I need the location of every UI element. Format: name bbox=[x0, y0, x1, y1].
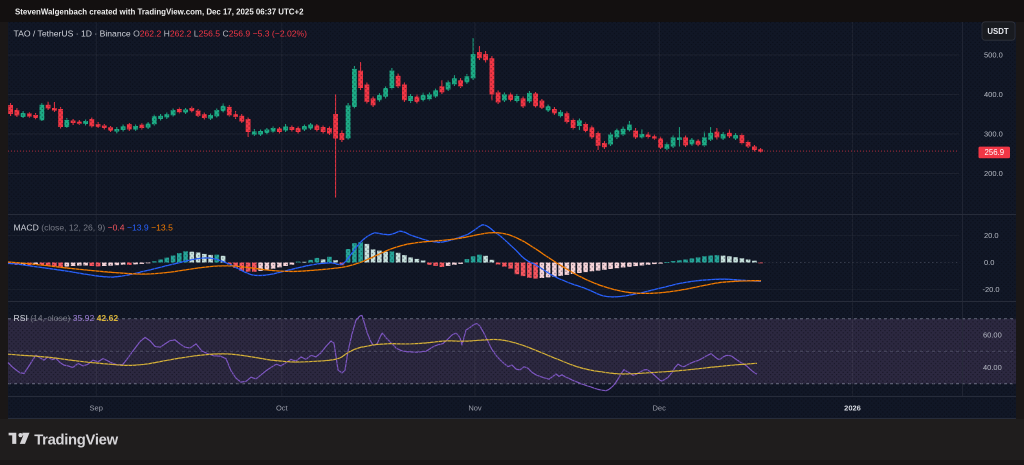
svg-text:300.0: 300.0 bbox=[984, 130, 1003, 139]
svg-text:MACD (close, 12, 26, 9) −0.4 −: MACD (close, 12, 26, 9) −0.4 −13.9 −13.5 bbox=[14, 223, 174, 233]
svg-text:2026: 2026 bbox=[844, 404, 861, 413]
svg-text:USDT: USDT bbox=[987, 27, 1008, 36]
svg-text:20.0: 20.0 bbox=[984, 231, 999, 240]
svg-text:400.0: 400.0 bbox=[984, 90, 1003, 99]
svg-text:60.00: 60.00 bbox=[983, 331, 1002, 340]
svg-text:0.0: 0.0 bbox=[984, 258, 994, 267]
svg-text:TradingView: TradingView bbox=[34, 433, 118, 449]
svg-text:Sep: Sep bbox=[90, 404, 103, 413]
svg-text:Dec: Dec bbox=[653, 404, 667, 413]
svg-text:500.0: 500.0 bbox=[984, 51, 1003, 60]
svg-text:RSI (14, close) 35.92 42.62: RSI (14, close) 35.92 42.62 bbox=[14, 313, 119, 323]
svg-text:200.0: 200.0 bbox=[984, 169, 1003, 178]
svg-text:StevenWalgenbach created with: StevenWalgenbach created with TradingVie… bbox=[15, 8, 304, 17]
svg-text:40.00: 40.00 bbox=[983, 363, 1002, 372]
svg-text:256.9: 256.9 bbox=[985, 148, 1005, 157]
svg-text:TAO / TetherUS · 1D · Binance: TAO / TetherUS · 1D · Binance O262.2 H26… bbox=[14, 29, 308, 39]
svg-text:Oct: Oct bbox=[276, 404, 289, 413]
svg-text:-20.0: -20.0 bbox=[983, 285, 1000, 294]
svg-text:Nov: Nov bbox=[468, 404, 482, 413]
